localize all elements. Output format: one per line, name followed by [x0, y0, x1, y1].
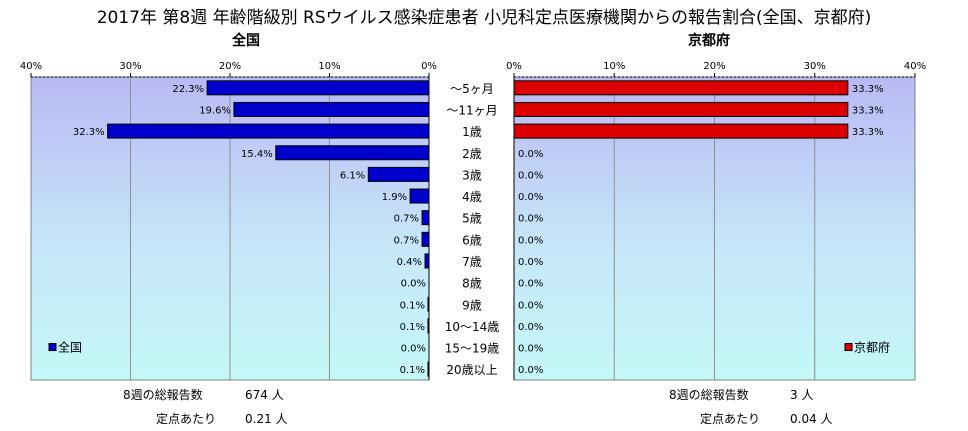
- bar: [206, 80, 430, 96]
- bar: [513, 80, 849, 96]
- category-labels: ～5ヶ月 ～11ヶ月 1歳 2歳 3歳 4歳 5歳 6歳 7歳 8歳 9歳 10～14歳 15～19歳 2…: [445, 82, 500, 377]
- bar-value-label: 0.1%: [400, 365, 425, 376]
- bar-value-label: 0.0%: [401, 279, 426, 290]
- category-label: 6歳: [462, 233, 482, 247]
- chart-title: 2017年 第8週 年齢階級別 RSウイルス感染症患者 小児科定点医療機関からの…: [96, 8, 872, 28]
- tick-label: 30%: [804, 61, 826, 72]
- bar: [275, 145, 430, 161]
- category-label: 1歳: [462, 125, 482, 139]
- bar: [421, 210, 430, 226]
- category-label: 10～14歳: [445, 320, 500, 334]
- bar: [409, 188, 430, 204]
- national-subtitle: 全国: [232, 33, 260, 49]
- bar-value-label: 1.9%: [382, 192, 407, 203]
- bar: [513, 101, 849, 117]
- category-label: 5歳: [462, 212, 482, 226]
- legend-label: 京都府: [854, 340, 890, 355]
- bar: [233, 101, 430, 117]
- category-label: 8歳: [462, 277, 482, 291]
- bar-value-label: 0.0%: [518, 300, 543, 311]
- bar-value-label: 0.0%: [518, 149, 543, 160]
- category-label: ～11ヶ月: [446, 103, 497, 117]
- tick-label: 0%: [506, 61, 522, 72]
- bar-value-label: 0.0%: [518, 235, 543, 246]
- legend-swatch: [48, 343, 57, 352]
- national-per-value: 0.21 人: [245, 412, 288, 426]
- category-label: 15～19歳: [445, 342, 500, 356]
- national-total-label: 8週の総報告数: [123, 388, 203, 402]
- bar-value-label: 0.0%: [518, 192, 543, 203]
- category-label: 2歳: [462, 147, 482, 161]
- bar: [427, 318, 430, 334]
- category-label: 7歳: [462, 255, 482, 269]
- bar: [427, 361, 430, 377]
- bar-value-label: 0.0%: [518, 322, 543, 333]
- legend-label: 全国: [58, 340, 82, 355]
- kyoto-per-value: 0.04 人: [790, 412, 833, 426]
- tick-label: 20%: [703, 61, 725, 72]
- kyoto-subtitle: 京都府: [688, 33, 730, 49]
- bar-value-label: 15.4%: [241, 149, 273, 160]
- bar: [421, 231, 430, 247]
- bar-value-label: 6.1%: [340, 170, 365, 181]
- national-total-value: 674 人: [245, 388, 284, 402]
- bar: [367, 166, 430, 182]
- national-chart: 40% 30% 20% 10% 0% 22.3% 19.6% 32.3% 15.4% 6.1% 1.…: [20, 61, 437, 381]
- bar-value-label: 32.3%: [73, 127, 105, 138]
- category-label: 9歳: [462, 298, 482, 312]
- bar-value-label: 33.3%: [852, 105, 884, 116]
- bar-value-label: 0.0%: [518, 279, 543, 290]
- kyoto-total-value: 3 人: [790, 388, 814, 402]
- bar: [107, 123, 430, 139]
- bar-value-label: 33.3%: [852, 84, 884, 95]
- bar-value-label: 19.6%: [199, 105, 231, 116]
- bar-value-label: 0.1%: [400, 322, 425, 333]
- kyoto-chart: 0% 10% 20% 30% 40% 33.3% 33.3% 33.3% 0.0% 0.0% 0.0…: [506, 61, 926, 381]
- bar: [513, 123, 849, 139]
- category-label: 3歳: [462, 168, 482, 182]
- kyoto-total-label: 8週の総報告数: [669, 388, 749, 402]
- bar: [427, 296, 430, 312]
- bar-value-label: 0.0%: [518, 170, 543, 181]
- tick-label: 20%: [219, 61, 241, 72]
- bar-value-label: 0.0%: [518, 365, 543, 376]
- tick-label: 0%: [421, 61, 437, 72]
- category-label: 4歳: [462, 190, 482, 204]
- bar-value-label: 0.0%: [518, 257, 543, 268]
- bar: [424, 253, 430, 269]
- bar-value-label: 0.7%: [394, 235, 419, 246]
- tick-label: 30%: [119, 61, 141, 72]
- bar-value-label: 0.7%: [394, 214, 419, 225]
- tick-label: 40%: [20, 61, 42, 72]
- bar-value-label: 0.0%: [518, 214, 543, 225]
- bar-value-label: 0.4%: [397, 257, 422, 268]
- bar-value-label: 33.3%: [852, 127, 884, 138]
- kyoto-per-label: 定点あたり: [700, 412, 761, 426]
- bar-value-label: 0.1%: [400, 300, 425, 311]
- bar-value-label: 22.3%: [172, 84, 204, 95]
- legend-swatch: [844, 343, 853, 352]
- category-label: ～5ヶ月: [450, 82, 494, 96]
- national-per-label: 定点あたり: [156, 412, 217, 426]
- tick-label: 10%: [318, 61, 340, 72]
- tick-label: 40%: [904, 61, 926, 72]
- category-label: 20歳以上: [446, 363, 497, 377]
- bar-value-label: 0.0%: [401, 344, 426, 355]
- bar-value-label: 0.0%: [518, 344, 543, 355]
- tick-label: 10%: [603, 61, 625, 72]
